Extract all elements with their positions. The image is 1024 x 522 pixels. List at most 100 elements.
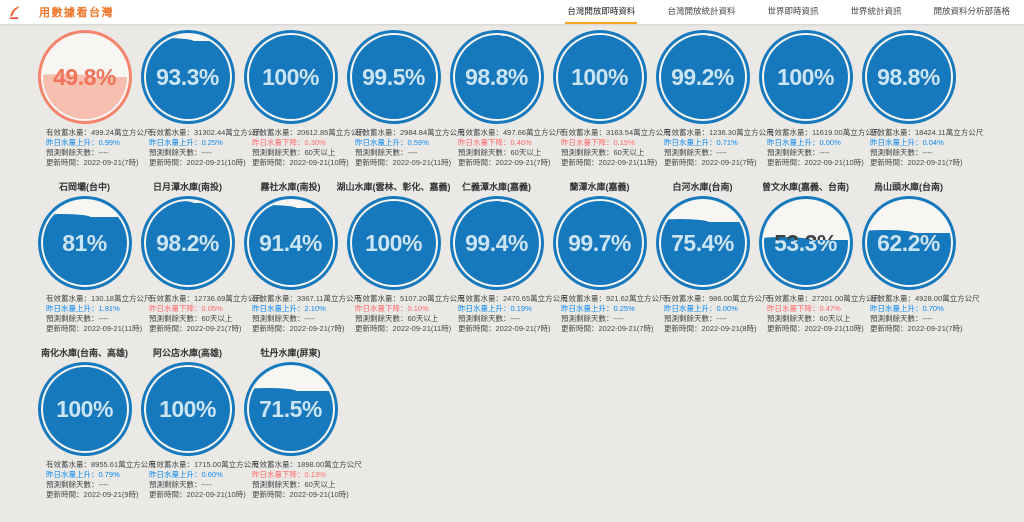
water-level-gauge: 99.7% 99.7% bbox=[552, 196, 647, 290]
days-remaining: 預測剩餘天數：---- bbox=[767, 148, 830, 157]
water-percentage-overlay: 100% bbox=[365, 229, 422, 256]
daily-change: 昨日水量上升：0.19% bbox=[458, 304, 532, 313]
water-percentage-overlay: 99.4% bbox=[465, 229, 528, 256]
days-remaining: 預測剩餘天數：60天以上 bbox=[252, 148, 336, 157]
reservoir-card-19: 阿公店水庫(高雄) 100% 100% 有效蓄水量：1715.00萬立方公尺 昨… bbox=[136, 347, 259, 500]
storage-volume: 有效蓄水量：3163.54萬立方公尺 bbox=[561, 128, 671, 137]
gauge-inner-circle: 91.4% 91.4% bbox=[248, 201, 333, 285]
days-remaining: 預測剩餘天數：60天以上 bbox=[252, 480, 336, 489]
nav-item-1[interactable]: 台灣開放統計資料 bbox=[667, 6, 736, 16]
nav-item-0[interactable]: 台灣開放即時資料 bbox=[565, 0, 638, 24]
update-time: 更新時間：2022-09-21(8時) bbox=[664, 324, 757, 333]
reservoir-details: 有效蓄水量：12736.69萬立方公尺 昨日水量下降：0.05% 預測剩餘天數：… bbox=[149, 294, 263, 334]
storage-volume: 有效蓄水量：18424.11萬立方公尺 bbox=[870, 128, 984, 137]
reservoir-name: 烏山頭水庫(台南) bbox=[874, 182, 943, 192]
water-percentage: 62.2% bbox=[877, 229, 940, 256]
update-time: 更新時間：2022-09-21(10時) bbox=[767, 324, 864, 333]
reservoir-name: 霧社水庫(南投) bbox=[260, 182, 321, 192]
reservoir-card-9: 石岡壩(台中) 81% 81% 有效蓄水量：130.18萬立方公尺 昨日水量上升… bbox=[33, 181, 151, 334]
water-percentage-overlay: 100% bbox=[262, 63, 319, 90]
water-fill bbox=[454, 35, 539, 119]
reservoir-dashboard: 49.8% 49.8% 有效蓄水量：499.24萬立方公尺 昨日水量上升：0.9… bbox=[0, 24, 1024, 500]
storage-volume: 有效蓄水量：20612.85萬立方公尺 bbox=[252, 128, 366, 137]
daily-change: 昨日水量上升：0.79% bbox=[46, 470, 120, 479]
storage-volume: 有效蓄水量：1715.00萬立方公尺 bbox=[149, 460, 259, 469]
water-fill bbox=[660, 35, 745, 119]
update-time: 更新時間：2022-09-21(10時) bbox=[767, 158, 864, 167]
reservoir-name: 蘭潭水庫(嘉義) bbox=[569, 182, 630, 192]
reservoir-details: 有效蓄水量：921.62萬立方公尺 昨日水量上升：0.25% 預測剩餘天數：--… bbox=[561, 294, 666, 334]
daily-change: 昨日水量上升：0.71% bbox=[664, 138, 738, 147]
storage-volume: 有效蓄水量：5107.20萬立方公尺 bbox=[355, 294, 465, 303]
days-remaining: 預測剩餘天數：---- bbox=[46, 480, 109, 489]
storage-volume: 有效蓄水量：31302.44萬立方公尺 bbox=[149, 128, 263, 137]
water-percentage-overlay: 98.2% bbox=[156, 229, 219, 256]
storage-volume: 有效蓄水量：11619.00萬立方公尺 bbox=[767, 128, 881, 137]
gauge-inner-circle: 49.8% 49.8% bbox=[42, 35, 127, 119]
reservoir-card-13: 仁義潭水庫(嘉義) 99.4% 99.4% 有效蓄水量：2470.65萬立方公尺… bbox=[445, 181, 568, 334]
site-logo[interactable]: 用數據看台灣 bbox=[8, 4, 114, 20]
update-time: 更新時間：2022-09-21(11時) bbox=[355, 324, 452, 333]
days-remaining: 預測剩餘天數：---- bbox=[458, 314, 521, 323]
reservoir-grid: 49.8% 49.8% 有效蓄水量：499.24萬立方公尺 昨日水量上升：0.9… bbox=[0, 30, 1024, 500]
daily-change: 昨日水量下降：0.15% bbox=[561, 138, 635, 147]
water-percentage: 98.8% bbox=[465, 63, 528, 90]
water-percentage-overlay: 98.8% bbox=[877, 63, 940, 90]
gauge-inner-circle: 99.7% 99.7% bbox=[557, 201, 642, 285]
days-remaining: 預測剩餘天數：60天以上 bbox=[149, 314, 233, 323]
reservoir-details: 有效蓄水量：1898.00萬立方公尺 昨日水量下降：0.13% 預測剩餘天數：6… bbox=[252, 460, 362, 500]
reservoir-card-4: 98.8% 98.8% 有效蓄水量：497.66萬立方公尺 昨日水量下降：0.4… bbox=[445, 30, 563, 168]
days-remaining: 預測剩餘天數：60天以上 bbox=[355, 314, 439, 323]
nav-item-4[interactable]: 開放資料分析部落格 bbox=[933, 6, 1010, 16]
water-fill bbox=[454, 201, 539, 285]
reservoir-card-16: 曾文水庫(嘉義、台南) 53.3% 53.3% 有效蓄水量：27201.00萬立… bbox=[754, 181, 881, 334]
water-percentage: 100% bbox=[159, 395, 216, 422]
days-remaining: 預測剩餘天數：---- bbox=[46, 148, 109, 157]
reservoir-details: 有效蓄水量：1236.30萬立方公尺 昨日水量上升：0.71% 預測剩餘天數：-… bbox=[664, 128, 774, 168]
storage-volume: 有效蓄水量：2470.65萬立方公尺 bbox=[458, 294, 568, 303]
storage-volume: 有效蓄水量：1236.30萬立方公尺 bbox=[664, 128, 774, 137]
water-fill bbox=[351, 201, 436, 285]
water-level-gauge: 98.8% 98.8% bbox=[861, 30, 956, 124]
update-time: 更新時間：2022-09-21(7時) bbox=[149, 324, 242, 333]
water-percentage-overlay: 100% bbox=[56, 395, 113, 422]
water-percentage-overlay: 71.5% bbox=[259, 395, 322, 422]
update-time: 更新時間：2022-09-21(7時) bbox=[870, 158, 963, 167]
reservoir-card-12: 湖山水庫(雲林、彰化、嘉義) 100% 100% 有效蓄水量：5107.20萬立… bbox=[337, 181, 465, 334]
storage-volume: 有效蓄水量：2984.84萬立方公尺 bbox=[355, 128, 465, 137]
update-time: 更新時間：2022-09-21(7時) bbox=[46, 158, 139, 167]
update-time: 更新時間：2022-09-21(10時) bbox=[149, 158, 246, 167]
daily-change: 昨日水量上升：0.25% bbox=[149, 138, 223, 147]
water-fill bbox=[145, 367, 230, 451]
nav-item-3[interactable]: 世界統計資訊 bbox=[850, 6, 902, 16]
days-remaining: 預測剩餘天數：---- bbox=[149, 148, 212, 157]
days-remaining: 預測剩餘天數：---- bbox=[664, 148, 727, 157]
reservoir-card-3: 99.5% 99.5% 有效蓄水量：2984.84萬立方公尺 昨日水量上升：0.… bbox=[342, 30, 465, 168]
water-level-gauge: 53.3% 53.3% bbox=[758, 196, 853, 290]
gauge-inner-circle: 53.3% 53.3% bbox=[763, 201, 848, 285]
nav-item-2[interactable]: 世界即時資訊 bbox=[767, 6, 819, 16]
water-level-gauge: 91.4% 91.4% bbox=[243, 196, 338, 290]
daily-change: 昨日水量下降：0.47% bbox=[767, 304, 841, 313]
daily-change: 昨日水量上升：0.99% bbox=[46, 138, 120, 147]
daily-change: 昨日水量下降：0.46% bbox=[458, 138, 532, 147]
gauge-inner-circle: 100% 100% bbox=[145, 367, 230, 451]
reservoir-details: 有效蓄水量：31302.44萬立方公尺 昨日水量上升：0.25% 預測剩餘天數：… bbox=[149, 128, 263, 168]
reservoir-details: 有效蓄水量：3163.54萬立方公尺 昨日水量下降：0.15% 預測剩餘天數：6… bbox=[561, 128, 671, 168]
days-remaining: 預測剩餘天數：---- bbox=[46, 314, 109, 323]
water-percentage-overlay: 100% bbox=[571, 63, 628, 90]
reservoir-card-0: 49.8% 49.8% 有效蓄水量：499.24萬立方公尺 昨日水量上升：0.9… bbox=[33, 30, 151, 168]
gauge-inner-circle: 100% 100% bbox=[763, 35, 848, 119]
water-percentage-overlay: 75.4% bbox=[671, 229, 734, 256]
daily-change: 昨日水量上升：0.25% bbox=[561, 304, 635, 313]
reservoir-card-20: 牡丹水庫(屏東) 71.5% 71.5% 有效蓄水量：1898.00萬立方公尺 … bbox=[239, 347, 362, 500]
days-remaining: 預測剩餘天數：---- bbox=[870, 314, 933, 323]
daily-change: 昨日水量上升：0.59% bbox=[355, 138, 429, 147]
water-fill bbox=[351, 35, 436, 119]
reservoir-name: 阿公店水庫(高雄) bbox=[153, 348, 222, 358]
storage-volume: 有效蓄水量：497.66萬立方公尺 bbox=[458, 128, 564, 137]
water-fill bbox=[660, 218, 745, 285]
reservoir-details: 有效蓄水量：4928.00萬立方公尺 昨日水量上升：0.70% 預測剩餘天數：-… bbox=[870, 294, 980, 334]
storage-volume: 有效蓄水量：3367.11萬立方公尺 bbox=[252, 294, 362, 303]
update-time: 更新時間：2022-09-21(11時) bbox=[355, 158, 452, 167]
